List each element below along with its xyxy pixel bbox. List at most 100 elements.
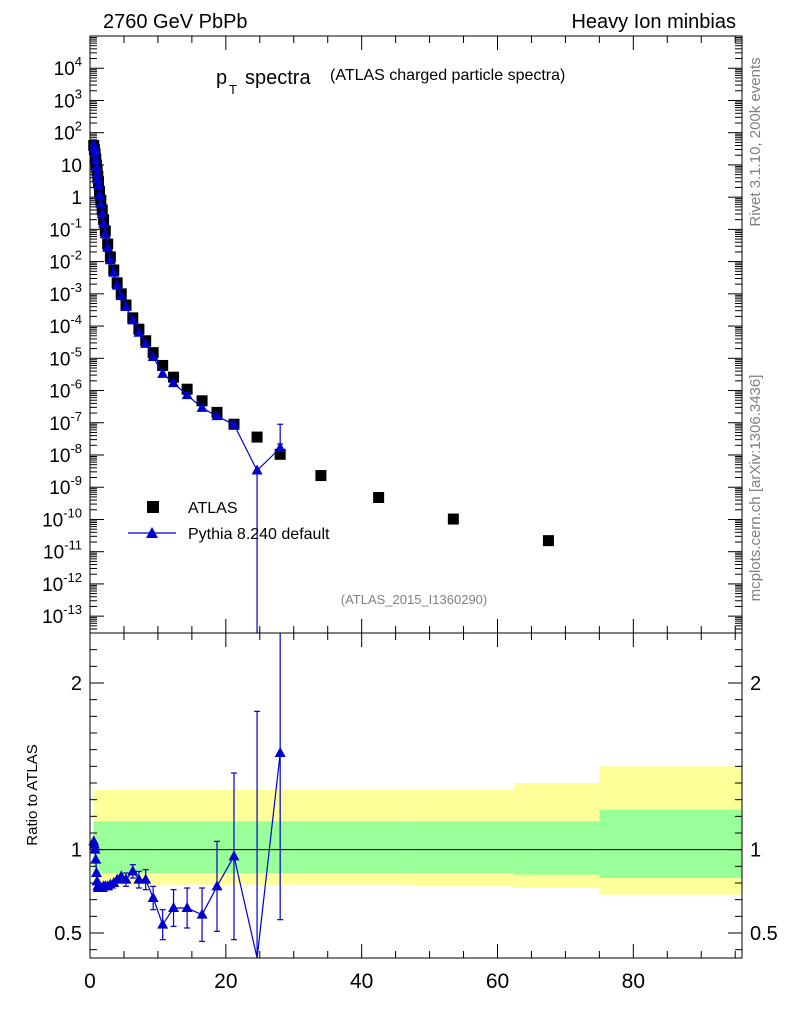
title-p: p [216,67,227,89]
legend-marker-atlas [147,501,159,513]
pythia-point [111,279,123,290]
ratio-point [211,880,223,891]
pythia-point [90,154,102,165]
pythia-point [92,173,104,184]
pythia-point [90,161,102,172]
title-word: spectra [245,67,311,89]
ratio-point [157,918,169,929]
main-ytick-label: 10 [61,156,82,177]
atlas-point [373,491,385,503]
main-frame [89,35,743,634]
ratio-xtick-label: 40 [350,970,373,993]
pythia-point [251,464,263,475]
main-data-layer [88,138,554,633]
atlas-point [274,448,286,460]
ratio-point [147,892,159,902]
pythia-point [168,377,180,388]
main-ytick-label: 1 [71,188,82,209]
main-ytick-label: 10-10 [42,505,82,531]
pythia-point [88,138,100,149]
ratio-xtick-label: 80 [622,970,645,993]
pythia-point [196,401,208,412]
ratio-ylabel: Ratio to ATLAS [24,744,41,845]
ratio-band-inner [599,809,742,878]
ratio-ytick-label-right: 2 [750,673,761,695]
title-subscript: T [229,82,237,97]
ratio-ytick-label-right: 1 [750,840,761,862]
ratio-point [88,838,100,849]
ratio-xtick-label: 20 [214,970,237,993]
atlas-point [251,431,263,443]
pythia-point [147,350,159,361]
ratio-band-inner [123,821,158,873]
atlas-point [196,395,208,407]
legend-label-atlas: ATLAS [188,500,238,517]
ratio-point [274,747,286,757]
ratio-band-inner [225,821,294,873]
ratio-band-inner [98,821,124,873]
pythia-point [140,337,152,348]
ratio-point [90,867,102,877]
pythia-point [120,301,132,312]
pythia-point [91,168,103,179]
pythia-point [228,418,240,429]
main-ytick-label: 104 [54,54,82,80]
main-ytick-label: 10-2 [49,248,82,274]
pythia-point [133,326,145,337]
main-ytick-label: 10-7 [49,409,82,435]
header-right: Heavy Ion minbias [571,11,736,33]
ratio-xtick-label: 0 [84,970,96,993]
ratio-point [89,843,101,854]
main-panel: 10-1310-1210-1110-1010-910-810-710-610-5… [42,35,743,634]
ratio-band-inner [412,821,515,873]
pythia-point [102,241,114,252]
pythia-point [96,208,108,219]
ratio-point [127,865,139,876]
ratio-axes: 0.5 0.51 12 20 20 40 60 80 [54,633,778,993]
ratio-bands [90,766,742,895]
ratio-point [120,873,132,884]
ratio-ytick-label-left: 2 [71,673,82,695]
main-ytick-label: 10-9 [49,473,82,499]
main-ytick-label: 10-6 [49,377,82,403]
legend-label-pythia: Pythia 8.240 default [188,526,330,543]
pythia-point [99,228,111,239]
pythia-point [94,189,106,200]
pythia-point [181,389,193,400]
header-left: 2760 GeV PbPb [103,11,248,33]
ratio-band-inner [514,821,600,875]
ratio-point [90,853,102,864]
ratio-point [140,873,152,884]
pythia-point [98,217,110,228]
atlas-point [542,535,554,547]
main-ytick-label: 10-4 [49,312,82,338]
atlas-point [315,470,327,482]
ratio-xtick-label: 60 [486,970,509,993]
side-text-top: Rivet 3.1.10, 200k events [747,57,764,226]
pythia-point [104,254,116,265]
ratio-data-layer [88,633,286,959]
main-ytick-label: 10-11 [43,538,82,564]
ratio-point [181,902,193,912]
main-ytick-label: 10-1 [49,215,82,241]
ratio-band-inner [157,821,226,873]
ratio-point [196,908,208,919]
analysis-id: (ATLAS_2015_I1360290) [341,592,487,607]
main-ytick-label: 10-3 [49,280,82,306]
atlas-point [157,359,169,371]
main-ytick-label: 10-12 [42,570,82,596]
ratio-frame [89,632,743,959]
main-ytick-label: 10-8 [49,441,82,467]
ratio-ytick-label-right: 0.5 [750,923,778,945]
pythia-point [211,410,223,421]
side-text-bottom: mcplots.cern.ch [arXiv:1306.3436] [747,375,764,602]
pythia-point [92,179,104,190]
main-ytick-label: 10-13 [42,602,82,628]
pythia-point [115,290,127,301]
ratio-ytick-label-left: 0.5 [54,923,82,945]
ratio-point [168,902,180,912]
ratio-ytick-label-left: 1 [71,840,82,862]
ratio-panel: 0.5 0.51 12 20 20 40 60 80 Ratio to ATLAS [24,632,778,993]
title-paren: (ATLAS charged particle spectra) [330,67,565,84]
